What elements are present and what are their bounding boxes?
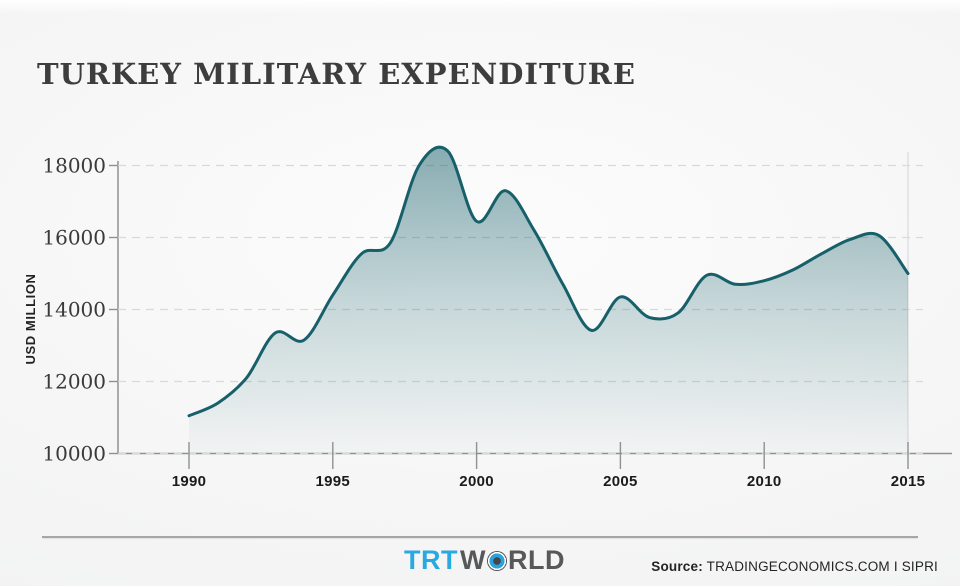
- y-tick-label: 14000: [42, 298, 106, 322]
- x-tick-label: 1995: [316, 473, 351, 490]
- x-tick-label: 2010: [747, 473, 782, 490]
- x-tick-label: 1990: [172, 473, 207, 490]
- source-label: Source:: [651, 559, 703, 574]
- y-axis-labels: 10000 12000 14000 16000 18000: [42, 154, 106, 466]
- source-text: TRADINGECONOMICS.COM I SIPRI: [706, 559, 938, 574]
- y-tick-label: 16000: [42, 226, 106, 250]
- source-credit: Source: TRADINGECONOMICS.COM I SIPRI: [651, 559, 938, 574]
- logo-text-trt: TRT: [404, 545, 458, 575]
- x-tick-label: 2005: [603, 473, 638, 490]
- globe-icon: [486, 550, 507, 571]
- military-expenditure-area-chart: 1990 1995 2000 2005 2010 20151000012000140001…: [42, 145, 952, 490]
- tick-marks: [109, 164, 909, 469]
- x-axis-labels: 1990 1995 2000 2005 2010 2015: [172, 473, 926, 490]
- x-tick-label: 2015: [891, 473, 926, 490]
- logo-text-w: W: [459, 545, 486, 575]
- x-tick-label: 2000: [459, 473, 494, 490]
- y-tick-label: 12000: [42, 370, 106, 394]
- y-tick-label: 10000: [42, 442, 106, 466]
- logo-text-rld: RLD: [507, 545, 565, 575]
- page-title: TURKEY MILITARY EXPENDITURE: [37, 57, 637, 91]
- trt-world-logo: TRT W RLD: [404, 547, 565, 574]
- footer-divider: [42, 536, 918, 538]
- y-tick-label: 18000: [42, 154, 106, 178]
- series-area-fill: [189, 147, 908, 454]
- series-line: [187, 145, 910, 418]
